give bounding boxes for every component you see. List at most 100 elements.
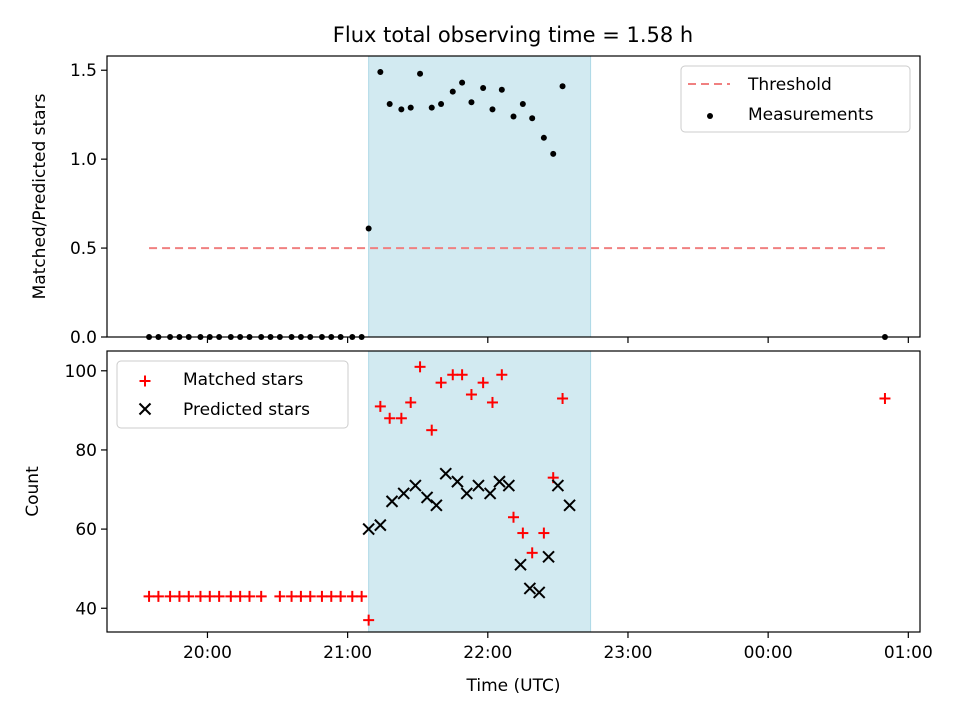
measurement-point xyxy=(449,88,456,95)
measurement-point xyxy=(510,113,517,120)
matched-star-point xyxy=(194,590,206,602)
matched-star-point xyxy=(335,590,347,602)
matched-star-point xyxy=(384,412,396,424)
measurement-point xyxy=(398,106,405,113)
bottom-legend-box xyxy=(116,360,349,429)
predicted-star-point xyxy=(385,495,399,508)
matched-star-point xyxy=(496,369,508,381)
measurement-point xyxy=(550,150,557,157)
matched-star-point xyxy=(508,511,519,523)
measurement-point xyxy=(377,69,384,76)
predicted-star-point xyxy=(439,467,452,480)
legend-measurements-swatch xyxy=(707,113,713,119)
predicted-star-point xyxy=(542,550,555,564)
measurement-point xyxy=(428,104,435,111)
y-tick-label: 0.5 xyxy=(70,239,97,259)
bottom-y-ticks: 40 60 80 100 xyxy=(65,362,107,619)
matched-star-point xyxy=(447,369,459,381)
x-tick-label: 01:00 xyxy=(884,643,933,663)
measurement-point xyxy=(468,99,475,106)
matched-star-point xyxy=(879,392,891,404)
predicted-star-point xyxy=(409,479,422,492)
top-y-ticks: 0.0 0.5 1.0 1.5 xyxy=(70,61,107,348)
predicted-star-point xyxy=(451,475,464,488)
y-tick-label: 1.5 xyxy=(70,61,97,81)
matched-star-point xyxy=(234,590,246,602)
matched-star-point xyxy=(405,396,417,408)
matched-star-point xyxy=(286,590,298,602)
y-tick-label: 60 xyxy=(75,520,97,540)
top-y-axis-label: Matched/Predicted stars xyxy=(30,93,50,299)
measurement-point xyxy=(459,79,466,86)
matched-star-point xyxy=(255,590,267,602)
matched-star-point xyxy=(477,377,489,389)
matched-star-point xyxy=(225,590,237,602)
top-legend-box xyxy=(680,65,911,133)
predicted-stars-points xyxy=(362,467,576,599)
measurement-point xyxy=(365,225,372,232)
measurement-point xyxy=(540,134,547,141)
measurement-point xyxy=(407,104,414,111)
measurement-point xyxy=(498,86,505,93)
predicted-star-point xyxy=(514,558,527,571)
matched-star-point xyxy=(164,590,176,602)
top-panel: 0.0 0.5 1.0 1.5 Matched/Predicted stars Thr… xyxy=(30,55,921,348)
matched-star-point xyxy=(426,424,438,436)
y-tick-label: 40 xyxy=(75,599,97,619)
matched-star-point xyxy=(363,614,375,626)
matched-star-point xyxy=(346,590,358,602)
y-tick-label: 0.0 xyxy=(70,328,97,348)
x-tick-label: 00:00 xyxy=(744,643,793,663)
predicted-star-point xyxy=(472,479,485,492)
matched-star-point xyxy=(325,590,337,602)
bottom-legend: Matched stars Predicted stars xyxy=(116,360,349,429)
matched-star-point xyxy=(538,527,550,539)
measurement-point xyxy=(489,106,496,113)
x-axis-label: Time (UTC) xyxy=(466,676,561,696)
matched-star-point xyxy=(456,369,468,381)
legend-matched-label: Matched stars xyxy=(183,370,303,390)
legend-matched-marker xyxy=(139,375,151,387)
matched-star-point xyxy=(295,590,307,602)
predicted-star-point xyxy=(493,475,506,488)
predicted-star-point xyxy=(551,479,565,492)
chart-title: Flux total observing time = 1.58 h xyxy=(333,23,693,47)
top-legend: Threshold Measurements xyxy=(680,65,911,133)
matched-star-point xyxy=(395,412,407,424)
measurement-point xyxy=(438,101,445,108)
matched-star-point xyxy=(274,590,286,602)
matched-star-point xyxy=(526,547,538,559)
legend-matched-swatch xyxy=(139,375,151,387)
legend-measurements-label: Measurements xyxy=(748,105,874,125)
x-tick-label: 20:00 xyxy=(183,643,232,663)
bottom-x-ticks: 20:00 21:00 22:00 23:00 00:00 01:00 xyxy=(183,632,933,663)
bottom-axes-frame xyxy=(106,350,921,633)
matched-star-point xyxy=(465,389,477,401)
y-tick-label: 100 xyxy=(65,362,97,382)
matched-star-point xyxy=(435,377,447,389)
predicted-star-point xyxy=(523,582,537,595)
matched-star-point xyxy=(173,590,185,602)
measurement-point xyxy=(519,101,526,108)
predicted-star-point xyxy=(532,586,546,599)
bottom-panel: 40 60 80 100 20:00 21:00 22:00 23:00 00:00 01:00… xyxy=(23,350,933,696)
matched-star-point xyxy=(517,527,529,539)
matched-star-point xyxy=(143,590,155,602)
measurement-point xyxy=(480,85,487,92)
x-tick-label: 21:00 xyxy=(323,643,372,663)
measurement-point xyxy=(417,70,424,77)
y-tick-label: 1.0 xyxy=(70,150,97,170)
matched-star-point xyxy=(414,361,426,373)
matched-star-point xyxy=(244,590,256,602)
top-axes-frame xyxy=(106,55,921,338)
matched-star-point xyxy=(486,396,498,408)
matched-star-point xyxy=(183,590,195,602)
legend-predicted-label: Predicted stars xyxy=(183,400,310,420)
predicted-star-point xyxy=(460,487,473,500)
matched-star-point xyxy=(152,590,164,602)
predicted-star-point xyxy=(397,487,410,500)
predicted-star-point xyxy=(563,499,576,512)
predicted-star-point xyxy=(374,518,387,532)
x-tick-label: 22:00 xyxy=(463,643,512,663)
